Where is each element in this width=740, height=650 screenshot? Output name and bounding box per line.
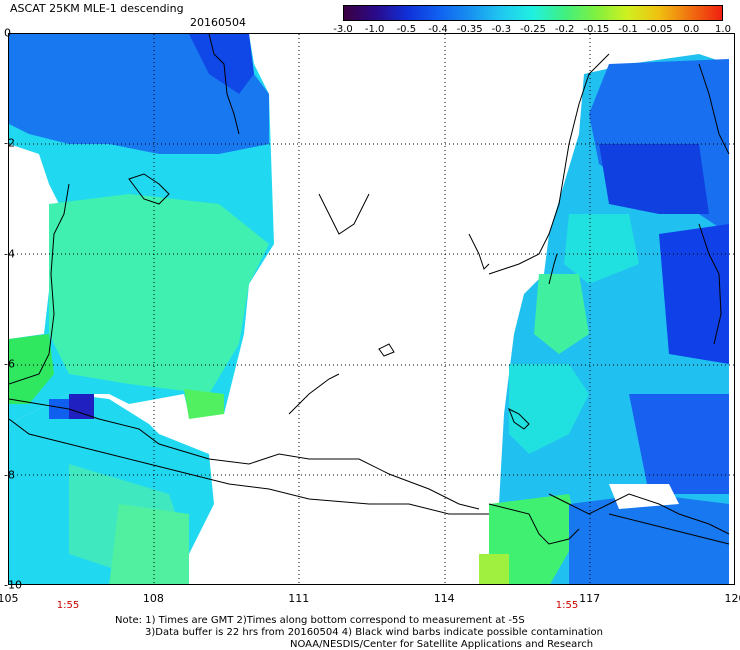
- longitude-tick-label: 120: [724, 592, 740, 605]
- product-title: ASCAT 25KM MLE-1 descending: [10, 2, 184, 15]
- color-scale-tick: -0.1: [618, 24, 638, 35]
- product-date: 20160504: [190, 16, 246, 29]
- latitude-tick-label: -4: [4, 247, 15, 261]
- color-scale-tick: -0.05: [646, 24, 673, 35]
- color-scale-tick: -0.5: [396, 24, 417, 35]
- color-scale-tick: -3.0: [333, 24, 353, 35]
- longitude-tick-label: 117: [579, 592, 601, 605]
- color-scale-tick: 1.0: [715, 24, 731, 35]
- color-scale-bar: [343, 5, 723, 21]
- wind-field-map: [9, 34, 734, 584]
- color-scale-tick: -1.0: [364, 24, 385, 35]
- coastlines: [9, 34, 730, 545]
- note-line-2: 3)Data buffer is 22 hrs from 20160504 4)…: [145, 627, 603, 638]
- note-line-3: NOAA/NESDIS/Center for Satellite Applica…: [290, 639, 594, 650]
- latitude-tick-label: -2: [4, 136, 15, 150]
- lat-lon-grid: [9, 34, 734, 584]
- map-panel: [8, 33, 735, 585]
- color-scale-tick: -0.3: [491, 24, 512, 35]
- color-scale-tick: -0.2: [554, 24, 575, 35]
- note-line-1: Note: 1) Times are GMT 2)Times along bot…: [115, 615, 525, 626]
- color-scale-tick: 0.0: [683, 24, 700, 35]
- longitude-tick-label: 105: [0, 592, 19, 605]
- longitude-tick-label: 108: [142, 592, 164, 605]
- latitude-tick-label: -6: [4, 357, 15, 371]
- latitude-tick-label: -10: [4, 578, 22, 592]
- color-scale-tick: -0.15: [583, 24, 610, 35]
- time-label-west: 1:55: [56, 600, 80, 611]
- color-scale-tick: -0.35: [456, 24, 483, 35]
- latitude-tick-label: 0: [4, 26, 11, 40]
- color-scale-tick: -0.25: [520, 24, 546, 35]
- longitude-tick-label: 114: [433, 592, 455, 605]
- latitude-tick-label: -8: [4, 468, 15, 482]
- longitude-tick-label: 111: [288, 592, 310, 605]
- color-scale-tick: -0.4: [428, 24, 448, 35]
- time-label-east: 1:55: [555, 600, 579, 611]
